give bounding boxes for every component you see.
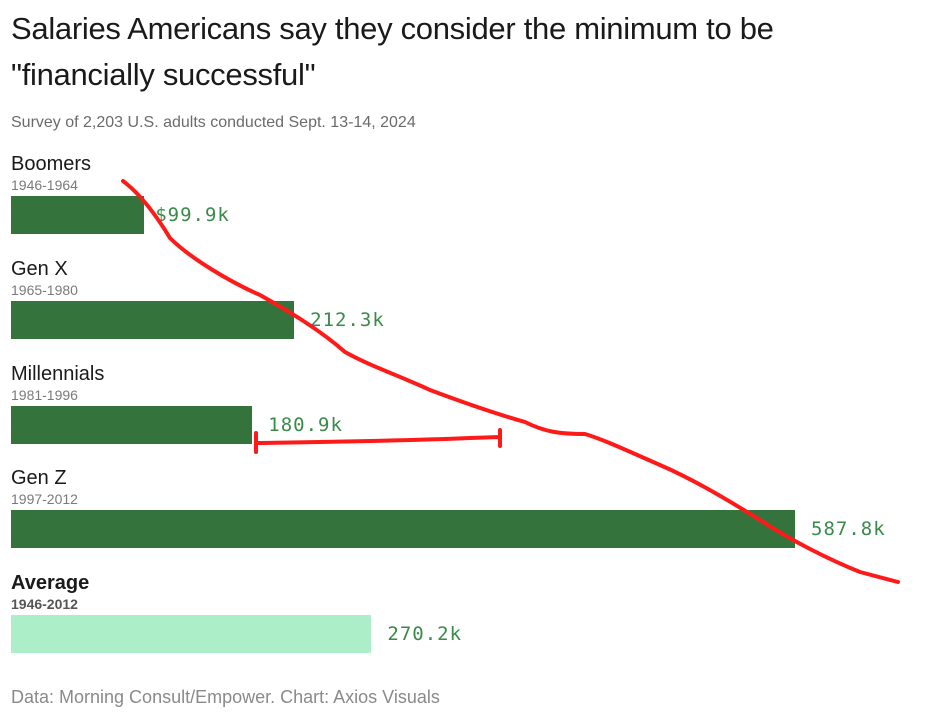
- bar: [11, 406, 253, 444]
- bar: [11, 615, 372, 653]
- bar: [11, 301, 295, 339]
- bar-group-millennials: Millennials 1981-1996 180.9k: [11, 362, 921, 466]
- value-label: 270.2k: [387, 623, 463, 645]
- value-label: 587.8k: [811, 518, 886, 540]
- category-label: Gen X: [11, 258, 68, 280]
- bar-group-boomers: Boomers 1946-1964 $99.9k: [11, 152, 921, 256]
- year-range-label: 1946-2012: [11, 596, 78, 612]
- value-label: $99.9k: [155, 204, 230, 226]
- chart-subtitle: Survey of 2,203 U.S. adults conducted Se…: [11, 114, 416, 131]
- year-range-label: 1965-1980: [11, 282, 78, 298]
- chart-title: Salaries Americans say they consider the…: [11, 11, 774, 92]
- category-label: Millennials: [11, 363, 105, 385]
- bar: [11, 196, 145, 234]
- bar-group-average: Average 1946-2012 270.2k: [11, 571, 921, 675]
- year-range-label: 1997-2012: [11, 491, 78, 507]
- chart-source-footer: Data: Morning Consult/Empower. Chart: Ax…: [11, 687, 440, 707]
- category-label: Boomers: [11, 153, 92, 175]
- value-label: 212.3k: [310, 309, 385, 331]
- year-range-label: 1946-1964: [11, 177, 78, 193]
- year-range-label: 1981-1996: [11, 387, 78, 403]
- bar: [11, 510, 795, 548]
- bar-group-gen-z: Gen Z 1997-2012 587.8k: [11, 466, 921, 570]
- value-label: 180.9k: [268, 414, 343, 436]
- category-label: Gen Z: [11, 467, 67, 489]
- bar-group-gen-x: Gen X 1965-1980 212.3k: [11, 257, 921, 361]
- category-label: Average: [11, 572, 90, 594]
